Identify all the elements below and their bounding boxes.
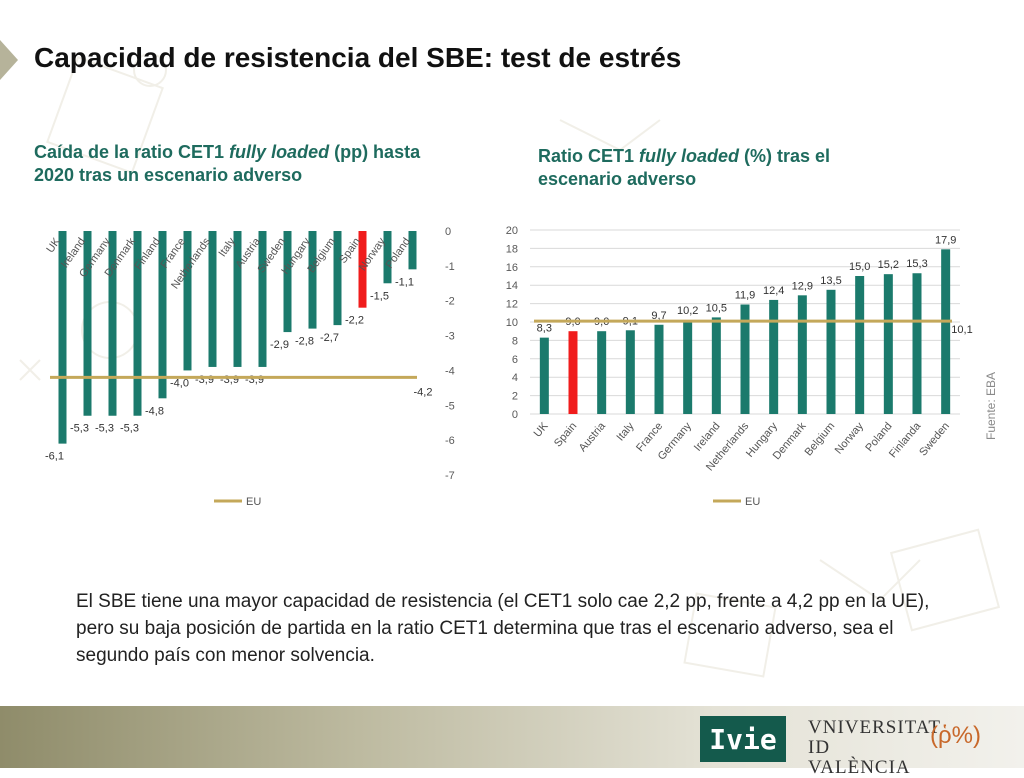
data-label: -5,3 [95, 423, 114, 435]
data-label: -2,2 [345, 315, 364, 327]
y-tick-label: 2 [512, 391, 518, 403]
x-tick-label: Spain [552, 420, 579, 449]
data-label: 12,4 [763, 285, 784, 297]
bar [740, 304, 750, 414]
bar [108, 231, 117, 416]
data-label: 15,3 [906, 258, 927, 270]
y-tick-label: -2 [445, 296, 455, 308]
bar [308, 231, 317, 329]
bar [258, 231, 267, 367]
university-logo: VNIVERSITAT ID VALÈNCIA [808, 717, 941, 778]
x-tick-label: Finlanda [887, 420, 924, 461]
data-label: -6,1 [45, 451, 64, 463]
bar [797, 295, 807, 414]
footer-band [0, 706, 1024, 768]
data-label: -5,3 [120, 423, 139, 435]
bar [769, 299, 779, 414]
bar [408, 231, 417, 270]
data-label: 10,5 [706, 302, 727, 314]
y-tick-label: -1 [445, 261, 455, 273]
y-tick-label: 18 [506, 243, 518, 255]
title-marker-icon [0, 40, 18, 80]
y-tick-label: 6 [512, 354, 518, 366]
bar [539, 337, 549, 414]
data-label: 9,7 [651, 310, 666, 322]
y-tick-label: 20 [506, 225, 518, 237]
y-tick-label: 12 [506, 299, 518, 311]
bar [208, 231, 217, 367]
data-label: 15,0 [849, 261, 870, 273]
data-label: 11,9 [735, 290, 756, 302]
y-tick-label: 4 [512, 372, 518, 384]
data-label: -1,5 [370, 290, 389, 302]
bar [183, 231, 192, 371]
bar [711, 317, 721, 414]
chart2-title: Ratio CET1 fully loaded (%) tras el esce… [538, 146, 831, 189]
bar [158, 231, 167, 399]
bar [568, 331, 578, 414]
eu-value-label: -4,2 [414, 386, 433, 398]
y-tick-label: -4 [445, 365, 455, 377]
y-tick-label: 16 [506, 262, 518, 274]
bar [83, 231, 92, 416]
summary-text: El SBE tiene una mayor capacidad de resi… [76, 591, 930, 666]
eu-value-label: 10,1 [951, 324, 972, 336]
x-tick-label: Norway [833, 420, 866, 457]
bar [283, 231, 292, 333]
data-label: 12,9 [792, 280, 813, 292]
ivie-logo: Ivie [700, 716, 786, 762]
data-label: 8,3 [537, 323, 552, 335]
bar [233, 231, 242, 367]
bar [58, 231, 67, 444]
y-tick-label: -7 [445, 470, 455, 482]
y-tick-label: -5 [445, 400, 455, 412]
legend-label: EU [246, 496, 261, 508]
data-label: -4,0 [170, 377, 189, 389]
x-tick-label: Italy [614, 420, 636, 444]
data-label: -2,7 [320, 332, 339, 344]
data-label: -1,1 [395, 276, 414, 288]
data-label: 10,2 [677, 305, 698, 317]
bar [941, 249, 951, 414]
bar [883, 274, 893, 414]
bar [333, 231, 342, 326]
data-label: 15,2 [878, 259, 899, 271]
y-tick-label: 0 [445, 226, 451, 238]
bar [358, 231, 367, 308]
data-label: -4,8 [145, 405, 164, 417]
x-tick-label: UK [532, 420, 551, 440]
y-tick-label: -3 [445, 331, 455, 343]
x-tick-label: Sweden [917, 420, 952, 458]
data-label: 17,9 [935, 234, 956, 246]
data-label: -5,3 [70, 423, 89, 435]
legend-label: EU [745, 496, 760, 508]
bar [683, 320, 693, 414]
page-title: Capacidad de resistencia del SBE: test d… [34, 42, 682, 73]
y-tick-label: 8 [512, 335, 518, 347]
bar [912, 273, 922, 414]
data-label: -2,8 [295, 336, 314, 348]
data-label: 13,5 [820, 275, 841, 287]
data-label: -2,9 [270, 339, 289, 351]
bar [654, 324, 664, 414]
bar [826, 289, 836, 414]
university-mark-icon: (ῥ%) [930, 722, 981, 749]
bar [597, 331, 607, 414]
y-tick-label: -6 [445, 435, 455, 447]
y-tick-label: 10 [506, 317, 518, 329]
bar [625, 330, 635, 414]
chart1-title: Caída de la ratio CET1 fully loaded (pp)… [34, 142, 421, 185]
x-tick-label: Belgium [803, 420, 838, 458]
y-tick-label: 0 [512, 409, 518, 421]
source-note: Fuente: EBA [984, 371, 998, 440]
bar [855, 276, 865, 414]
bar [133, 231, 142, 416]
y-tick-label: 14 [506, 280, 518, 292]
bar [383, 231, 392, 284]
x-tick-label: Austria [577, 420, 609, 455]
